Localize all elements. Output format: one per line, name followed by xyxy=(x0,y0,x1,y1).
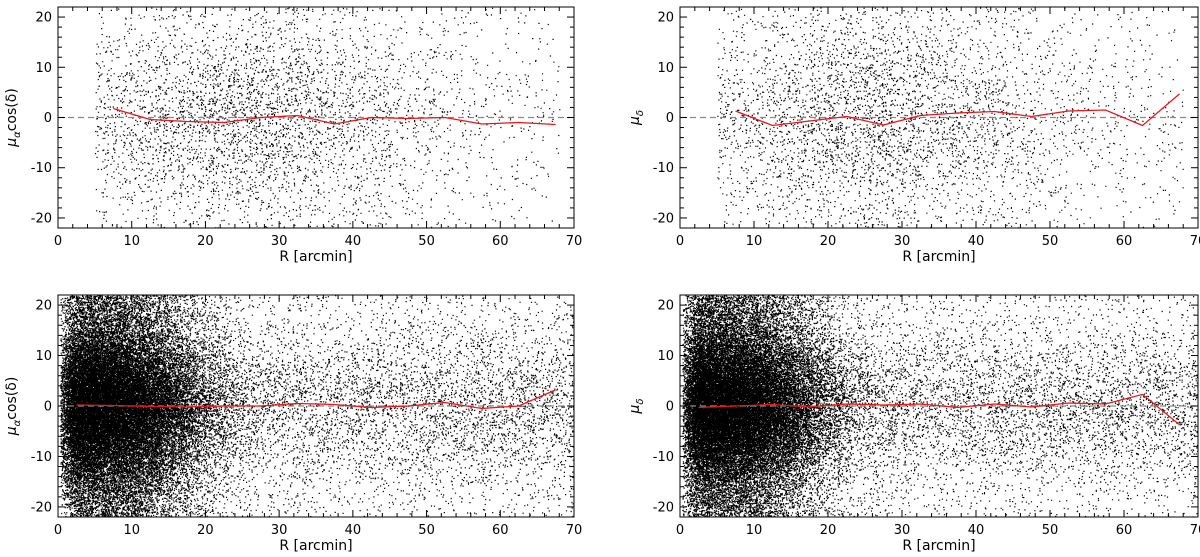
x-tick-label: 0 xyxy=(54,523,62,538)
x-tick-label: 60 xyxy=(492,523,509,538)
x-tick-label: 40 xyxy=(345,234,362,249)
x-tick-label: 30 xyxy=(271,523,288,538)
x-tick-label: 30 xyxy=(894,234,911,249)
x-tick-label: 20 xyxy=(820,234,837,249)
panel-bottom-right: 0 10 20 30 40 50 60 70 -20 -10 0 10 20 R [arcmin] μδ xyxy=(627,295,1200,554)
x-tick-label: 0 xyxy=(676,523,684,538)
y-tick-label: 20 xyxy=(657,11,674,26)
x-tick-label: 70 xyxy=(566,234,583,249)
y-tick-label: -10 xyxy=(653,450,674,465)
y-axis-title: μαcos(δ) xyxy=(4,377,23,437)
y-tick-label: 20 xyxy=(35,299,52,314)
x-tick-label: 60 xyxy=(1116,234,1133,249)
x-axis-title: R [arcmin] xyxy=(279,249,352,265)
x-tick-label: 10 xyxy=(123,234,140,249)
x-tick-label: 40 xyxy=(968,523,985,538)
x-tick-label: 60 xyxy=(492,234,509,249)
y-tick-label: 20 xyxy=(657,299,674,314)
x-tick-label: 10 xyxy=(746,523,763,538)
y-tick-label: 10 xyxy=(657,349,674,364)
y-tick-label: 0 xyxy=(666,111,674,126)
y-tick-label: 20 xyxy=(35,11,52,26)
x-tick-label: 0 xyxy=(54,234,62,249)
x-tick-label: 70 xyxy=(1190,234,1200,249)
x-tick-label: 20 xyxy=(820,523,837,538)
y-tick-label: -20 xyxy=(31,211,52,226)
x-axis-title: R [arcmin] xyxy=(902,538,975,554)
mean-line xyxy=(736,94,1180,126)
x-tick-label: 50 xyxy=(1042,234,1059,249)
x-tick-label: 30 xyxy=(271,234,288,249)
panel-top-right: 0 10 20 30 40 50 60 70 -20 -10 0 10 20 R [arcmin] μδ xyxy=(627,7,1200,265)
scatter-points xyxy=(95,7,561,229)
x-axis-title: R [arcmin] xyxy=(902,249,975,265)
x-tick-label: 20 xyxy=(197,234,214,249)
x-tick-label: 50 xyxy=(418,234,435,249)
x-tick-label: 50 xyxy=(1042,523,1059,538)
y-tick-label: -20 xyxy=(31,500,52,515)
x-tick-label: 0 xyxy=(676,234,684,249)
y-axis-title: μδ xyxy=(627,398,646,414)
x-tick-label: 70 xyxy=(1190,523,1200,538)
mean-line xyxy=(113,109,555,125)
x-tick-label: 40 xyxy=(968,234,985,249)
x-tick-label: 20 xyxy=(197,523,214,538)
y-tick-label: -10 xyxy=(31,161,52,176)
x-tick-label: 10 xyxy=(123,523,140,538)
y-tick-label: 10 xyxy=(35,349,52,364)
y-tick-label: 0 xyxy=(666,400,674,415)
y-axis-title: μδ xyxy=(627,110,646,126)
x-tick-label: 10 xyxy=(746,234,763,249)
panel-bottom-left: 0 10 20 30 40 50 60 70 -20 -10 0 10 20 R [arcmin] μαco… xyxy=(4,295,582,554)
x-tick-label: 40 xyxy=(345,523,362,538)
y-tick-label: -20 xyxy=(653,500,674,515)
y-tick-label: 10 xyxy=(35,61,52,76)
x-axis-title: R [arcmin] xyxy=(279,538,352,554)
x-tick-label: 30 xyxy=(894,523,911,538)
panel-top-left: 0 10 20 30 40 50 60 70 -20 -10 0 10 20 R [arcmin] μαco… xyxy=(4,7,582,265)
x-tick-label: 50 xyxy=(418,523,435,538)
y-tick-label: -10 xyxy=(31,450,52,465)
y-tick-label: -10 xyxy=(653,161,674,176)
y-tick-label: 0 xyxy=(44,111,52,126)
x-tick-label: 60 xyxy=(1116,523,1133,538)
y-tick-label: 0 xyxy=(44,400,52,415)
y-axis-title: μαcos(δ) xyxy=(4,88,23,148)
y-tick-label: 10 xyxy=(657,61,674,76)
y-tick-label: -20 xyxy=(653,211,674,226)
x-tick-label: 70 xyxy=(566,523,583,538)
